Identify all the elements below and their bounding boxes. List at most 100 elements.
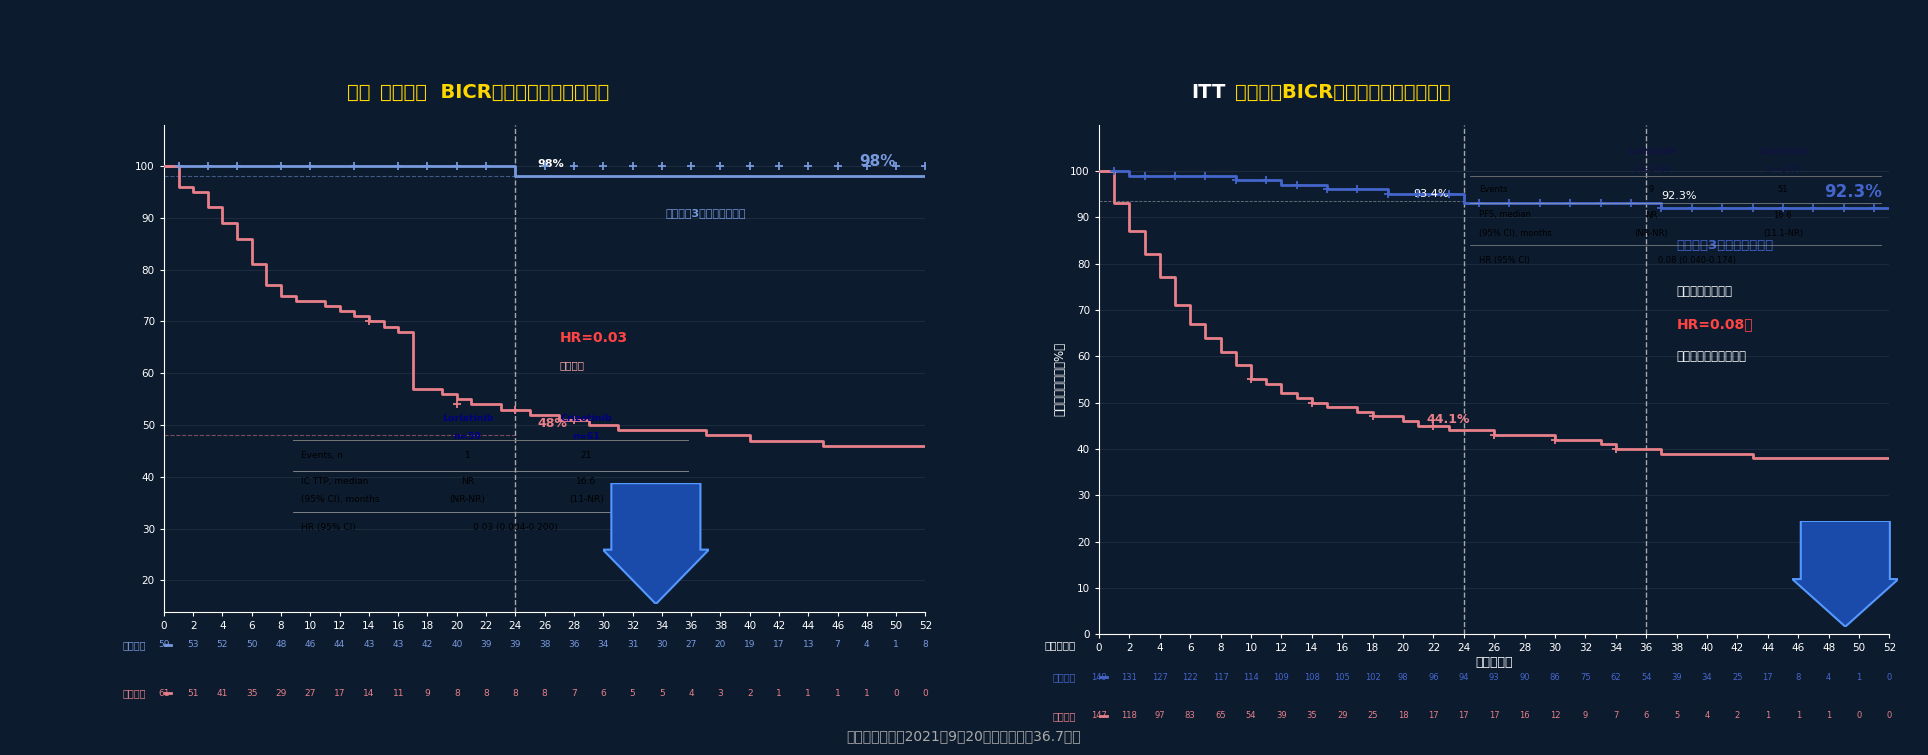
Text: 19: 19 <box>744 640 756 649</box>
Polygon shape <box>1793 521 1899 627</box>
Text: 48%: 48% <box>538 418 567 430</box>
Text: 92.3%: 92.3% <box>1662 191 1697 201</box>
Text: 90: 90 <box>1519 673 1529 682</box>
Text: 27: 27 <box>305 689 316 698</box>
Text: 109: 109 <box>1274 673 1290 682</box>
Text: 1: 1 <box>835 689 841 698</box>
Text: 38: 38 <box>540 640 549 649</box>
Text: 108: 108 <box>1303 673 1321 682</box>
Text: 8: 8 <box>542 689 548 698</box>
Text: 2: 2 <box>746 689 752 698</box>
Text: 93.4%: 93.4% <box>1413 189 1448 199</box>
Text: 8: 8 <box>924 640 927 649</box>
Text: 0: 0 <box>1857 711 1862 720</box>
Text: 3: 3 <box>717 689 723 698</box>
Text: 洛拉替尼: 洛拉替尼 <box>123 639 147 650</box>
Text: 29: 29 <box>1336 711 1348 720</box>
Text: 克唑替尼: 克唑替尼 <box>123 688 147 698</box>
Text: 1: 1 <box>1766 711 1770 720</box>
Text: 83: 83 <box>1186 711 1195 720</box>
Text: 7: 7 <box>1614 711 1618 720</box>
Text: 35: 35 <box>247 689 258 698</box>
Text: 86: 86 <box>1550 673 1560 682</box>
Text: 9: 9 <box>424 689 430 698</box>
Text: 4: 4 <box>864 640 870 649</box>
Text: 51: 51 <box>187 689 199 698</box>
Text: 6: 6 <box>600 689 605 698</box>
Text: 118: 118 <box>1122 711 1138 720</box>
Text: 20: 20 <box>715 640 727 649</box>
Text: 59: 59 <box>158 640 170 649</box>
Text: 75: 75 <box>1581 673 1591 682</box>
Text: 1: 1 <box>1857 673 1862 682</box>
Text: 8: 8 <box>513 689 519 698</box>
Text: 52: 52 <box>216 640 228 649</box>
Text: 25: 25 <box>1731 673 1743 682</box>
Text: 41: 41 <box>216 689 228 698</box>
Text: 1: 1 <box>806 689 812 698</box>
Polygon shape <box>603 483 710 604</box>
Text: 44: 44 <box>334 640 345 649</box>
Text: 31: 31 <box>627 640 638 649</box>
Text: 122: 122 <box>1182 673 1197 682</box>
Text: 数据截止日期：2021年9月20日；中位随访36.7个月: 数据截止日期：2021年9月20日；中位随访36.7个月 <box>846 729 1082 744</box>
Text: 50: 50 <box>247 640 258 649</box>
Text: 风险患者数: 风险患者数 <box>1045 640 1076 651</box>
Text: 97: 97 <box>1155 711 1165 720</box>
Text: 46: 46 <box>305 640 316 649</box>
Text: 洛拉替尼3年无颅内进展率: 洛拉替尼3年无颅内进展率 <box>665 208 746 217</box>
Text: 147: 147 <box>1091 711 1107 720</box>
Text: 94: 94 <box>1459 673 1469 682</box>
Text: 1: 1 <box>777 689 783 698</box>
Text: 9: 9 <box>1583 711 1589 720</box>
Text: 92%: 92% <box>1822 545 1868 564</box>
Text: 43: 43 <box>362 640 374 649</box>
Text: 克唑替尼: 克唑替尼 <box>559 360 584 370</box>
Text: 93: 93 <box>1488 673 1500 682</box>
Text: 17: 17 <box>1762 673 1774 682</box>
Text: 18: 18 <box>1398 711 1407 720</box>
Text: 4: 4 <box>1826 673 1832 682</box>
Text: 98%: 98% <box>860 153 897 168</box>
Text: 65: 65 <box>1215 711 1226 720</box>
Text: 洛拉替尼: 洛拉替尼 <box>1053 672 1076 683</box>
Text: 34: 34 <box>598 640 609 649</box>
Text: 17: 17 <box>1488 711 1500 720</box>
Text: 克唑替尼: 克唑替尼 <box>1053 710 1076 721</box>
Text: 39: 39 <box>1276 711 1286 720</box>
Text: 97%: 97% <box>630 512 681 532</box>
Text: 36: 36 <box>569 640 580 649</box>
Text: 29: 29 <box>276 689 287 698</box>
Text: 149: 149 <box>1091 673 1107 682</box>
Text: 14: 14 <box>362 689 374 698</box>
Text: 洛拉替尼3年无颅内进展率: 洛拉替尼3年无颅内进展率 <box>1677 239 1774 251</box>
Text: 35: 35 <box>1307 711 1317 720</box>
Text: 17: 17 <box>1429 711 1438 720</box>
Text: 1: 1 <box>864 689 870 698</box>
Text: 34: 34 <box>1702 673 1712 682</box>
Text: 62: 62 <box>1610 673 1621 682</box>
Text: 5: 5 <box>1674 711 1679 720</box>
Text: 至颅内进展时间的: 至颅内进展时间的 <box>1677 285 1733 298</box>
Text: 13: 13 <box>802 640 814 649</box>
Text: 39: 39 <box>1672 673 1681 682</box>
Text: 25: 25 <box>1367 711 1379 720</box>
Text: 30: 30 <box>656 640 667 649</box>
Text: 61: 61 <box>158 689 170 698</box>
Text: 0: 0 <box>1888 711 1891 720</box>
Text: 5: 5 <box>659 689 665 698</box>
Text: 17: 17 <box>773 640 785 649</box>
Text: 43: 43 <box>393 640 403 649</box>
Text: 105: 105 <box>1334 673 1350 682</box>
Text: 0: 0 <box>893 689 898 698</box>
Text: 11: 11 <box>393 689 405 698</box>
Text: 96: 96 <box>1429 673 1438 682</box>
Text: 4: 4 <box>688 689 694 698</box>
Text: 1: 1 <box>1795 711 1801 720</box>
Text: 4: 4 <box>1704 711 1710 720</box>
Text: 102: 102 <box>1365 673 1380 682</box>
Text: 98%: 98% <box>538 159 565 168</box>
Text: 0: 0 <box>1888 673 1891 682</box>
Text: 54: 54 <box>1245 711 1257 720</box>
Text: 12: 12 <box>1550 711 1560 720</box>
